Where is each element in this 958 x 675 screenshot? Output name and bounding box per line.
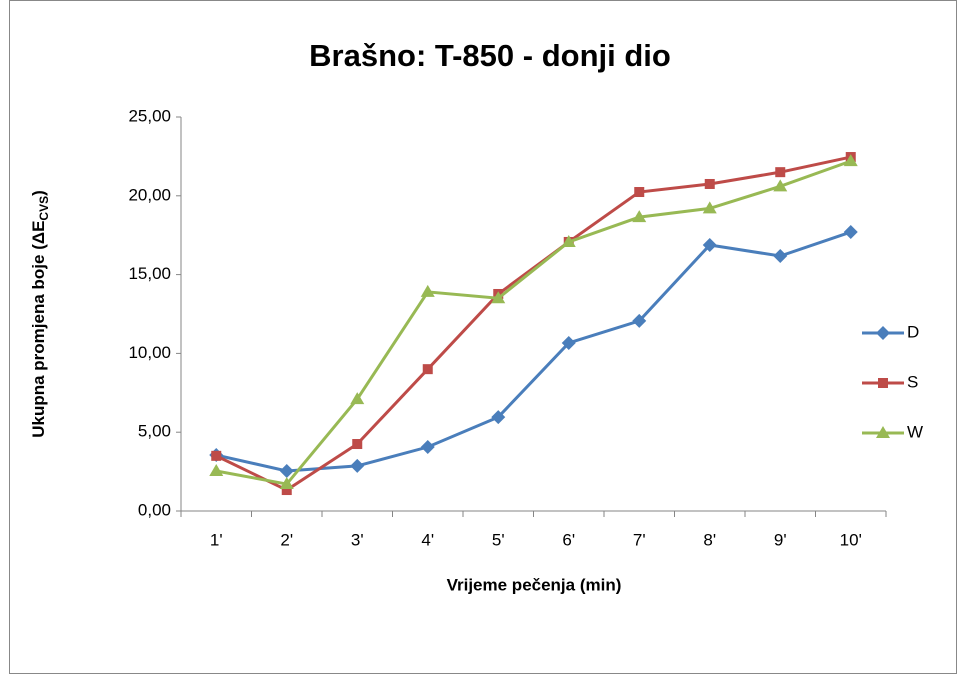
marker <box>279 463 294 478</box>
legend-label: W <box>907 422 923 441</box>
x-tick-label: 7' <box>633 530 646 549</box>
y-axis-label-text: Ukupna promjena boje (ΔE <box>29 221 48 438</box>
y-tick-label: 0,00 <box>138 500 171 519</box>
x-tick-label: 5' <box>492 530 505 549</box>
marker <box>702 237 717 252</box>
marker <box>634 187 645 198</box>
x-axis-label: Vrijeme pečenja (min) <box>447 575 622 594</box>
chart-border <box>9 0 957 674</box>
y-tick-label: 5,00 <box>138 422 171 441</box>
marker <box>561 335 576 350</box>
marker <box>350 458 365 473</box>
legend-label: S <box>907 372 918 391</box>
marker <box>491 291 506 304</box>
marker <box>561 234 576 247</box>
x-tick-label: 10' <box>840 530 862 549</box>
marker <box>773 249 788 264</box>
y-tick-label: 15,00 <box>128 264 171 283</box>
marker <box>281 485 292 496</box>
x-tick-label: 3' <box>351 530 364 549</box>
x-tick-label: 9' <box>774 530 787 549</box>
x-tick-label: 4' <box>421 530 434 549</box>
y-tick-label: 10,00 <box>128 343 171 362</box>
marker <box>420 440 435 455</box>
marker <box>352 439 363 450</box>
marker <box>843 225 858 240</box>
legend-marker <box>876 326 890 340</box>
marker <box>704 178 715 189</box>
marker <box>209 463 224 476</box>
y-tick-label: 25,00 <box>128 106 171 125</box>
marker <box>420 284 435 297</box>
y-axis-label: Ukupna promjena boje (ΔECVS) <box>29 190 51 438</box>
x-tick-label: 6' <box>562 530 575 549</box>
series-line <box>215 155 852 492</box>
y-tick-label: 20,00 <box>128 185 171 204</box>
marker <box>211 450 222 461</box>
marker <box>422 364 433 375</box>
marker <box>773 179 788 192</box>
series-line <box>215 159 852 486</box>
x-tick-label: 8' <box>703 530 716 549</box>
marker <box>632 313 647 328</box>
marker <box>775 167 786 178</box>
x-tick-label: 2' <box>280 530 293 549</box>
x-tick-label: 1' <box>210 530 223 549</box>
legend-label: D <box>907 322 919 341</box>
marker <box>632 210 647 223</box>
marker <box>843 154 858 167</box>
marker <box>279 477 294 490</box>
y-axis-label-subscript: CVS <box>37 196 51 221</box>
chart-title: Brašno: T-850 - donji dio <box>309 38 671 73</box>
legend-marker <box>878 378 888 388</box>
legend-marker <box>876 426 890 438</box>
marker <box>350 392 365 405</box>
y-axis-label-suffix: ) <box>29 190 48 196</box>
marker <box>702 201 717 214</box>
marker <box>491 410 506 425</box>
